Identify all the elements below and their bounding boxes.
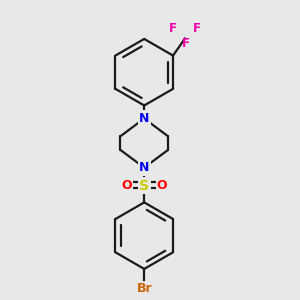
Text: O: O [121,179,132,192]
Text: N: N [139,161,149,174]
Text: F: F [193,22,201,34]
Text: N: N [139,112,149,125]
Text: F: F [182,37,190,50]
Text: Br: Br [136,282,152,295]
Text: S: S [139,178,149,193]
Text: O: O [157,179,167,192]
Text: F: F [169,22,177,34]
